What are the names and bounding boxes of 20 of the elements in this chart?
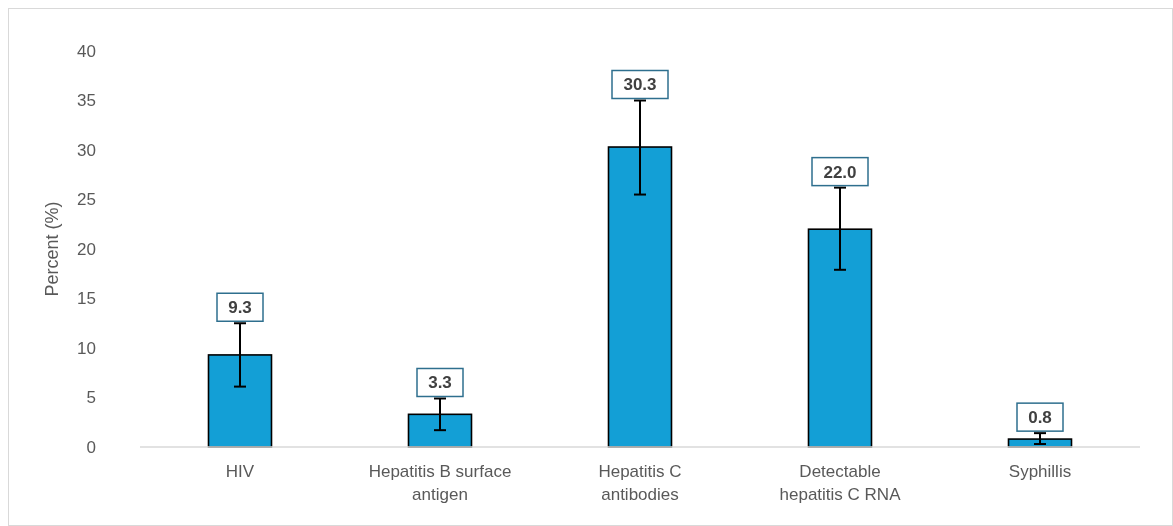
x-tick-label: Hepatitis B surface antigen: [368, 462, 512, 504]
x-tick-label: Syphillis: [1008, 462, 1072, 481]
data-label: 0.8: [1028, 408, 1052, 428]
y-tick-label: 10: [77, 338, 96, 358]
y-tick-label: 20: [77, 239, 96, 259]
y-tick-label: 40: [77, 41, 96, 61]
y-tick-label: 25: [77, 190, 96, 210]
y-tick-label: 0: [86, 437, 96, 457]
data-label: 9.3: [228, 298, 252, 318]
y-tick-label: 35: [77, 91, 96, 111]
data-label: 22.0: [823, 162, 857, 182]
y-tick-label: 30: [77, 140, 96, 160]
x-tick-label: Hepatitis C antibodies: [598, 462, 682, 504]
data-label: 3.3: [428, 373, 452, 393]
y-tick-label: 15: [77, 289, 96, 309]
y-axis-title: Percent (%): [42, 201, 62, 297]
x-tick-label: Detectable hepatitis C RNA: [779, 462, 902, 504]
x-tick-label: HIV: [225, 462, 255, 481]
data-label: 30.3: [623, 75, 657, 95]
y-tick-label: 5: [86, 388, 96, 408]
